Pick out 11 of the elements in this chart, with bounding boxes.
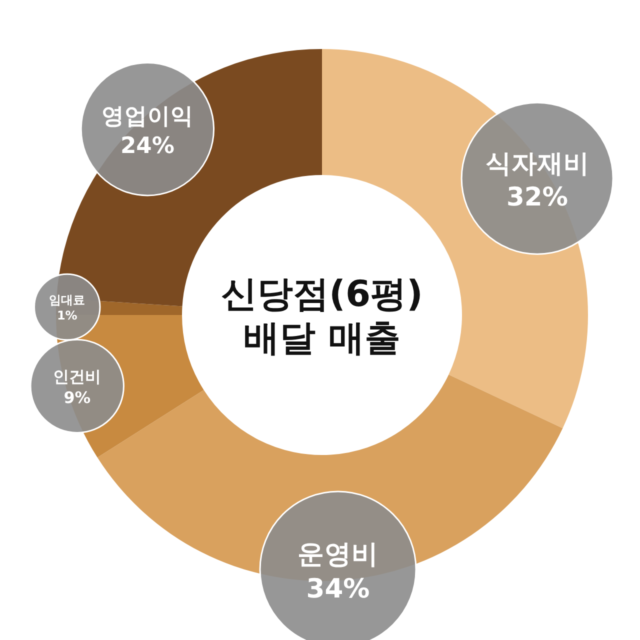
data-label: 1% — [56, 308, 78, 323]
data-label: 9% — [64, 388, 91, 407]
slice-label: 운영비 — [298, 538, 379, 570]
slice-label: 식자재비 — [485, 148, 590, 179]
data-label: 24% — [120, 132, 174, 159]
data-label: 34% — [306, 573, 370, 604]
data-label: 32% — [506, 182, 568, 212]
slice-label: 영업이익 — [101, 103, 194, 130]
text: 신당점(6평) 배달 매출 — [221, 274, 423, 359]
slice-label: 인건비 — [53, 367, 102, 386]
slice-label: 임대료 — [49, 292, 86, 307]
